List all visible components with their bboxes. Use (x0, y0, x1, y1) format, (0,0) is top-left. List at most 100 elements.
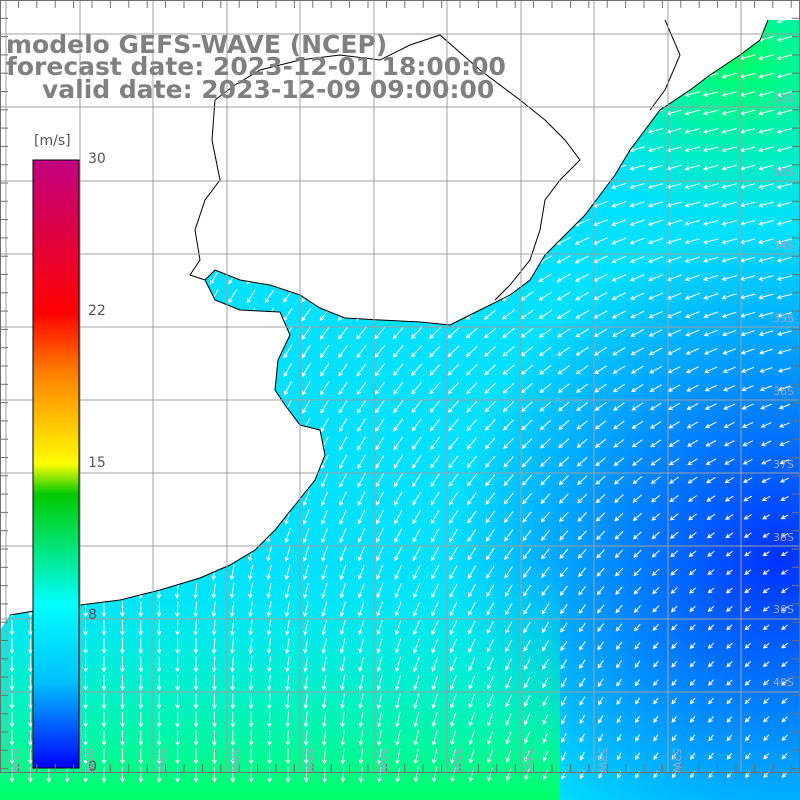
wind-arrow (9, 711, 15, 728)
wind-arrow (119, 216, 126, 229)
wind-arrow (282, 271, 293, 285)
wind-arrow (374, 326, 386, 340)
wind-arrow (482, 35, 498, 42)
wind-arrow (301, 362, 311, 377)
wind-arrow (595, 457, 606, 467)
wind-arrow (301, 235, 312, 247)
wind-arrow (8, 270, 15, 286)
wind-arrow (558, 493, 569, 504)
wind-arrow (629, 91, 645, 97)
lon-label-57w: 57W (302, 748, 315, 773)
wind-arrow (193, 656, 199, 673)
wind-arrow (629, 201, 645, 208)
wind-arrow (611, 109, 627, 116)
wind-arrow (502, 364, 515, 376)
lat-label-40s: 40S (773, 676, 794, 689)
wind-arrow (762, 679, 770, 686)
wind-arrow (320, 363, 330, 377)
wind-arrow (780, 587, 789, 594)
wind-arrow (629, 183, 645, 190)
wind-arrow (410, 290, 423, 302)
wind-arrow (487, 768, 493, 782)
wind-arrow (432, 766, 438, 783)
wind-arrow (355, 126, 368, 135)
wind-arrow (633, 605, 641, 613)
wind-arrow (338, 436, 348, 451)
wind-arrow (156, 693, 162, 710)
wind-arrow (684, 164, 701, 171)
wind-arrow (467, 547, 477, 561)
wind-arrow (647, 183, 664, 189)
wind-arrow (522, 548, 532, 560)
wind-arrow (632, 512, 643, 522)
wind-arrow (392, 326, 404, 340)
wind-arrow (744, 624, 752, 631)
wind-arrow (248, 748, 254, 765)
wind-arrow (83, 766, 88, 783)
wind-arrow (762, 642, 770, 649)
wind-arrow (537, 54, 553, 61)
wind-arrow (671, 752, 677, 760)
wind-arrow (356, 344, 367, 358)
wind-arrow (449, 601, 458, 617)
wind-arrow (210, 234, 219, 248)
lon-label-61w: 61W (8, 748, 21, 773)
wind-arrow (375, 436, 385, 451)
wind-arrow (760, 440, 772, 447)
wind-arrow (192, 344, 200, 360)
wind-arrow (429, 418, 441, 432)
wind-arrow (191, 252, 201, 267)
wind-arrow (577, 548, 587, 559)
wind-arrow (300, 20, 312, 24)
wind-arrow (248, 674, 254, 691)
wind-arrow (776, 91, 793, 97)
wind-arrow (230, 674, 236, 691)
wind-arrow (706, 513, 716, 520)
wind-arrow (395, 748, 401, 765)
wind-arrow (192, 307, 200, 323)
wind-arrow (579, 696, 586, 706)
wind-arrow (487, 712, 494, 727)
wind-arrow (9, 693, 15, 710)
wind-arrow (9, 126, 15, 135)
wind-arrow (302, 564, 310, 581)
wind-arrow (743, 495, 753, 502)
wind-arrow (726, 606, 733, 612)
wind-arrow (266, 564, 272, 581)
wind-arrow (319, 271, 330, 284)
wind-arrow (708, 697, 714, 705)
wind-arrow (596, 604, 605, 614)
wind-arrow (519, 200, 535, 208)
wind-arrow (230, 619, 235, 636)
wind-arrow (648, 347, 663, 355)
wind-arrow (119, 472, 125, 489)
wind-arrow (100, 216, 108, 229)
wind-arrow (781, 697, 788, 705)
wind-arrow (467, 528, 477, 543)
wind-arrow (595, 512, 606, 522)
model-title: modelo GEFS-WAVE (NCEP) (6, 30, 388, 59)
wind-arrow (228, 325, 237, 341)
wind-arrow (100, 270, 108, 286)
wind-arrow (101, 638, 107, 655)
wind-arrow (596, 549, 605, 559)
wind-arrow (119, 435, 125, 452)
wind-arrow (537, 127, 553, 135)
wind-arrow (265, 362, 274, 378)
wind-arrow (82, 234, 89, 248)
wind-arrow (556, 200, 572, 208)
wind-arrow (611, 72, 627, 79)
wind-arrow (504, 584, 513, 597)
wind-arrow (193, 564, 198, 581)
wind-arrow (174, 417, 181, 433)
wind-arrow (27, 435, 33, 452)
wind-arrow (592, 164, 609, 171)
wind-arrow (579, 659, 586, 670)
wind-arrow (501, 309, 516, 320)
wind-arrow (468, 657, 476, 672)
wind-arrow (779, 440, 790, 447)
wind-arrow (321, 601, 328, 617)
wind-arrow (648, 274, 664, 282)
wind-arrow (118, 252, 126, 267)
wind-arrow (118, 288, 126, 304)
